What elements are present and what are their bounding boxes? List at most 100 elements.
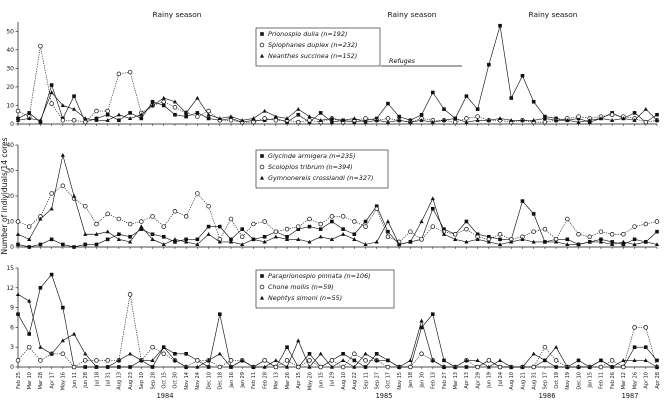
data-point: [621, 364, 626, 370]
data-point: [531, 351, 536, 356]
data-point: [598, 116, 604, 121]
data-point: [161, 242, 166, 247]
legend: Prionospio dulia (n=192) Spiophanes duple…: [255, 27, 381, 67]
y-tick-label: 20: [6, 84, 14, 91]
x-tick-label: Nov 24: [195, 372, 201, 390]
data-point: [542, 344, 548, 350]
legend-entry: Gymnonereis crosslandi (n=327): [268, 174, 374, 182]
data-point: [374, 239, 379, 244]
y-tick-label: 12: [6, 285, 14, 292]
data-point: [150, 214, 155, 219]
data-point: [240, 118, 245, 122]
data-point: [161, 345, 166, 349]
data-point: [139, 358, 144, 362]
data-point: [15, 118, 21, 122]
data-point: [49, 83, 54, 87]
data-point: [60, 351, 66, 357]
data-point: [105, 211, 110, 217]
data-point: [374, 204, 379, 208]
data-point: [228, 239, 234, 244]
legend-marker: [259, 175, 265, 180]
data-point: [173, 112, 177, 117]
data-point: [27, 237, 32, 241]
data-point: [341, 227, 345, 231]
data-point: [161, 103, 166, 108]
data-point: [475, 232, 480, 237]
data-point: [273, 234, 278, 239]
data-point: [553, 358, 559, 363]
data-point: [419, 325, 424, 330]
data-point: [16, 312, 20, 316]
x-tick-label: Apr 10: [644, 372, 650, 389]
data-point: [610, 242, 615, 247]
data-point: [632, 111, 637, 115]
data-point: [598, 229, 604, 234]
x-tick-label: Aug 23: [128, 372, 134, 390]
data-point: [452, 119, 458, 125]
data-point: [453, 364, 458, 369]
data-point: [15, 358, 21, 363]
data-point: [273, 229, 279, 234]
data-point: [307, 118, 312, 123]
data-point: [643, 358, 648, 362]
x-tick-label: Jul 29: [330, 372, 336, 387]
data-point: [139, 116, 144, 121]
data-point: [565, 237, 570, 242]
y-tick-label: 40: [6, 142, 14, 149]
data-point: [117, 365, 121, 369]
data-point: [273, 364, 279, 370]
data-point: [296, 224, 301, 229]
data-point: [654, 219, 660, 224]
data-point: [38, 120, 43, 124]
data-point: [318, 118, 323, 122]
data-point: [60, 103, 65, 108]
data-point: [587, 364, 592, 369]
data-point: [150, 365, 155, 369]
data-point: [83, 116, 88, 121]
data-point: [240, 358, 245, 362]
data-point: [172, 105, 178, 110]
data-point: [94, 242, 99, 247]
legend-entry: Glycinde armigera (n=235): [268, 152, 356, 160]
data-point: [206, 232, 211, 236]
data-point: [486, 364, 491, 369]
data-point: [576, 232, 581, 237]
x-tick-label: Feb 13: [431, 372, 437, 389]
x-tick-label: Sep 17: [543, 372, 549, 389]
data-point: [609, 112, 615, 117]
x-tick-label: Jun 28: [83, 372, 89, 389]
data-point: [610, 364, 615, 369]
data-point: [554, 118, 559, 122]
data-point: [464, 226, 469, 232]
data-point: [26, 344, 32, 350]
data-point: [228, 118, 234, 123]
data-point: [228, 216, 234, 222]
legend-box: [255, 27, 381, 67]
data-point: [161, 235, 166, 239]
season-label: Rainy season: [529, 10, 578, 19]
data-point: [430, 358, 435, 362]
legend-marker: [259, 164, 265, 170]
y-tick-label: 10: [6, 102, 14, 109]
data-point: [105, 108, 110, 114]
legend-marker: [260, 154, 264, 158]
data-point: [498, 237, 502, 242]
series-line: [17, 273, 658, 368]
x-tick-label: Nov 19: [565, 372, 571, 390]
x-tick-label: Feb 28: [262, 372, 268, 389]
data-point: [49, 90, 54, 95]
data-point: [15, 292, 21, 296]
data-point: [217, 224, 222, 229]
data-point: [565, 216, 570, 222]
data-point: [576, 358, 581, 363]
season-label: Rainy season: [388, 10, 437, 19]
data-point: [150, 344, 155, 350]
data-point: [363, 351, 368, 356]
data-point: [94, 232, 99, 236]
year-label: 1986: [539, 392, 556, 400]
data-point: [71, 364, 77, 370]
data-point: [643, 239, 648, 244]
data-point: [464, 119, 469, 124]
x-tick-label: Nov 14: [184, 372, 190, 390]
legend-entry: Neanthes succinea (n=152): [268, 52, 357, 60]
